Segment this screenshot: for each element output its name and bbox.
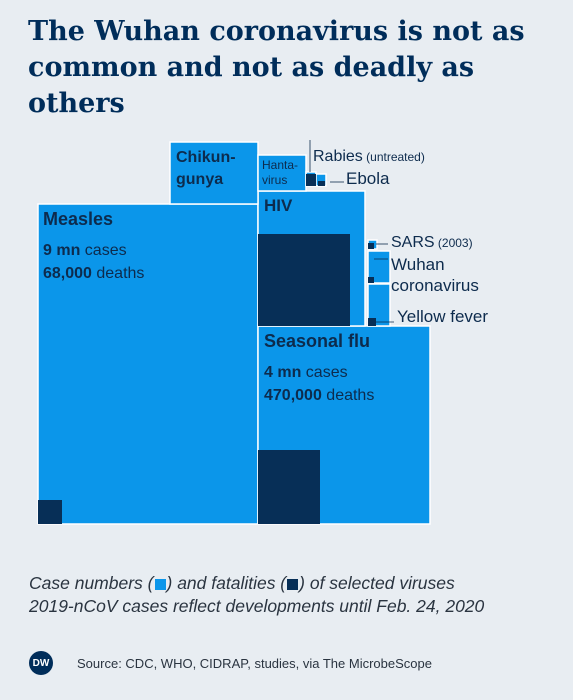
source-line: DW Source: CDC, WHO, CIDRAP, studies, vi… — [29, 650, 559, 676]
label-sars: SARS (2003) — [391, 234, 473, 251]
label-hantavirus-1: Hanta- — [262, 158, 298, 172]
label-hantavirus-2: virus — [262, 173, 287, 187]
caption-line-2: 2019-nCoV cases reflect developments unt… — [29, 596, 485, 616]
chart-caption: Case numbers () and fatalities () of sel… — [29, 572, 559, 618]
cases-swatch — [154, 579, 166, 590]
caption-line-1: Case numbers () and fatalities () of sel… — [29, 573, 455, 593]
chart-title: The Wuhan coronavirus is not as common a… — [28, 16, 525, 119]
deaths-square-yellow-fever — [368, 318, 376, 326]
label-measles: Measles — [43, 209, 113, 229]
label-measles-deaths: 68,000 deaths — [43, 265, 144, 282]
deaths-square-measles — [38, 500, 62, 524]
label-rabies: Rabies (untreated) — [313, 148, 425, 165]
cases-square-chikungunya — [169, 141, 259, 205]
label-chikungunya-1: Chikun- — [176, 149, 236, 166]
label-seasonal-flu: Seasonal flu — [264, 331, 370, 351]
label-measles-cases: 9 mn cases — [43, 242, 127, 259]
deaths-square-hiv — [258, 234, 350, 326]
deaths-square-ebola — [318, 181, 325, 186]
cases-square-yellow-fever — [367, 283, 391, 327]
label-ebola: Ebola — [346, 169, 390, 188]
label-wuhan-1: Wuhan — [391, 255, 445, 274]
label-yellow-fever: Yellow fever — [397, 307, 488, 326]
label-wuhan-2: coronavirus — [391, 276, 479, 295]
label-hiv: HIV — [264, 196, 293, 215]
label-flu-cases: 4 mn cases — [264, 364, 348, 381]
dw-logo: DW — [29, 651, 53, 675]
label-flu-deaths: 470,000 deaths — [264, 387, 374, 404]
deaths-square-wuhan-coronavirus — [368, 277, 374, 283]
deaths-square-rabies — [306, 174, 316, 186]
deaths-swatch — [287, 579, 299, 590]
deaths-square-sars — [368, 243, 374, 249]
cases-square-seasonal-flu — [257, 325, 431, 525]
cases-square-hantavirus — [257, 154, 307, 192]
source-text: Source: CDC, WHO, CIDRAP, studies, via T… — [77, 655, 432, 671]
label-chikungunya-2: gunya — [176, 171, 223, 188]
deaths-square-seasonal-flu — [258, 450, 320, 524]
